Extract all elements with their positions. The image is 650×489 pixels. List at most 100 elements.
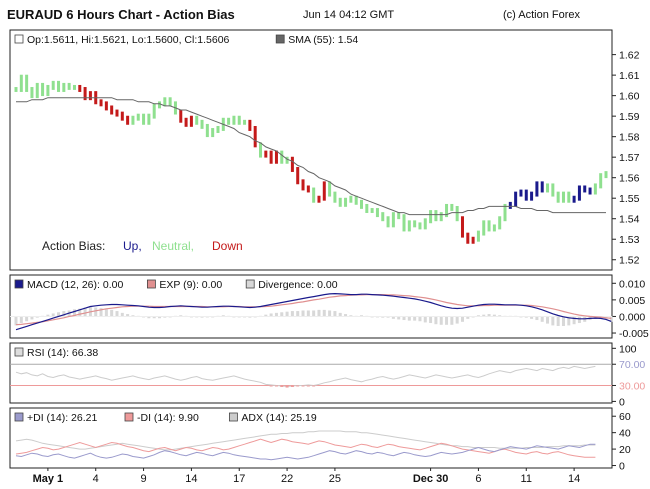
price-bar-neutral (163, 97, 167, 107)
y-tick-label-0-2: 1.54 (619, 214, 640, 226)
price-bar-neutral (349, 195, 353, 203)
divergence-bar (476, 315, 480, 317)
legend-label-2-0: RSI (14): 66.38 (27, 347, 98, 359)
divergence-bar (577, 316, 581, 324)
price-bar-neutral (136, 113, 140, 121)
y-tick-label-3-0: 60 (619, 411, 631, 423)
copyright: (c) Action Forex (503, 9, 581, 21)
y-tick-label-0-5: 1.57 (619, 152, 640, 164)
legend-swatch-1-0 (14, 279, 24, 289)
divergence-bar (498, 315, 502, 317)
price-bar-neutral (72, 84, 76, 90)
price-bar-down (460, 216, 464, 238)
divergence-bar (359, 315, 363, 317)
price-bar-neutral (328, 181, 332, 197)
legend-label-0-0: Op:1.5611, Hi:1.5621, Lo:1.5600, Cl:1.56… (27, 34, 230, 46)
divergence-bar (423, 316, 427, 323)
y-tick-label-0-4: 1.56 (619, 173, 640, 185)
divergence-bar (248, 316, 252, 318)
price-bar-neutral (370, 208, 374, 213)
price-bar-neutral (604, 171, 608, 179)
price-bar-neutral (593, 183, 597, 195)
price-bar-neutral (476, 230, 480, 242)
price-bar-down (88, 91, 92, 101)
divergence-bar (200, 316, 204, 318)
price-bar-neutral (200, 119, 204, 129)
price-bar-down (253, 126, 257, 148)
price-bar-down (83, 87, 87, 101)
price-bar-down (189, 115, 193, 127)
price-bar-up (524, 189, 528, 201)
price-bar-down (274, 150, 278, 164)
price-bar-neutral (375, 208, 379, 218)
adx-series-2 (15, 443, 596, 461)
y-tick-label-3-1: 40 (619, 428, 631, 440)
y-tick-label-0-6: 1.58 (619, 132, 640, 144)
divergence-bar (338, 312, 342, 317)
divergence-bar (312, 310, 316, 317)
divergence-bar (110, 309, 114, 317)
price-bar-neutral (67, 82, 71, 90)
price-bar-down (78, 84, 82, 92)
price-bar-neutral (556, 191, 560, 203)
y-tick-label-0-0: 1.52 (619, 255, 640, 267)
y-tick-label-0-8: 1.60 (619, 91, 640, 103)
price-bar-down (115, 109, 119, 117)
divergence-bar (104, 309, 108, 317)
price-bar-neutral (131, 115, 135, 125)
x-tick-label-5: 22 (281, 473, 293, 485)
divergence-bar (572, 316, 576, 325)
price-bar-neutral (152, 103, 156, 119)
divergence-bar (163, 316, 167, 318)
divergence-bar (567, 316, 571, 326)
price-bar-up (535, 181, 539, 197)
price-bar-up (540, 181, 544, 193)
divergence-bar (561, 316, 565, 326)
price-bar-neutral (57, 80, 61, 92)
divergence-bar (349, 315, 353, 317)
divergence-bar (30, 316, 34, 320)
chart-title: EURAUD 6 Hours Chart - Action Bias (7, 7, 235, 22)
price-bar-neutral (391, 212, 395, 228)
price-bar-neutral (434, 210, 438, 222)
action-bias-neutral: Neutral, (152, 239, 194, 253)
price-bar-neutral (280, 150, 284, 164)
price-bar-neutral (455, 206, 459, 222)
legend-swatch-1-2 (245, 279, 255, 289)
x-tick-label-8: 6 (475, 473, 481, 485)
price-bar-down (306, 185, 310, 193)
price-bar-up (577, 185, 581, 201)
price-bar-neutral (546, 183, 550, 193)
price-bar-neutral (599, 173, 603, 189)
price-bar-neutral (14, 87, 18, 92)
divergence-bar (317, 309, 321, 317)
divergence-bar (551, 316, 555, 326)
price-bar-neutral (492, 224, 496, 232)
price-bar-neutral (365, 203, 369, 213)
divergence-bar (131, 315, 135, 317)
y-tick-label-0-7: 1.59 (619, 111, 640, 123)
price-bar-neutral (285, 156, 289, 164)
action-bias-label: Action Bias: (42, 239, 105, 253)
divergence-bar (386, 316, 390, 318)
y-tick-label-1-2: 0.000 (619, 311, 645, 323)
y-tick-label-1-0: 0.010 (619, 278, 645, 290)
price-bar-neutral (168, 97, 172, 107)
price-bar-down (126, 115, 130, 125)
x-tick-label-1: 4 (93, 473, 99, 485)
rsi-oversold-mark (274, 385, 278, 387)
price-bar-up (572, 195, 576, 203)
divergence-bar (413, 316, 417, 321)
price-bar-neutral (237, 115, 241, 125)
action-bias-up: Up, (123, 239, 142, 253)
timestamp: Jun 14 04:12 GMT (303, 9, 395, 21)
divergence-bar (120, 312, 124, 317)
price-bar-neutral (498, 216, 502, 230)
divergence-bar (264, 314, 268, 317)
price-bar-neutral (46, 84, 50, 97)
price-bar-neutral (259, 142, 263, 158)
y-tick-label-2-2: 30.00 (619, 380, 645, 392)
price-bar-neutral (158, 101, 162, 109)
price-bar-neutral (487, 220, 491, 232)
divergence-bar (99, 308, 103, 317)
